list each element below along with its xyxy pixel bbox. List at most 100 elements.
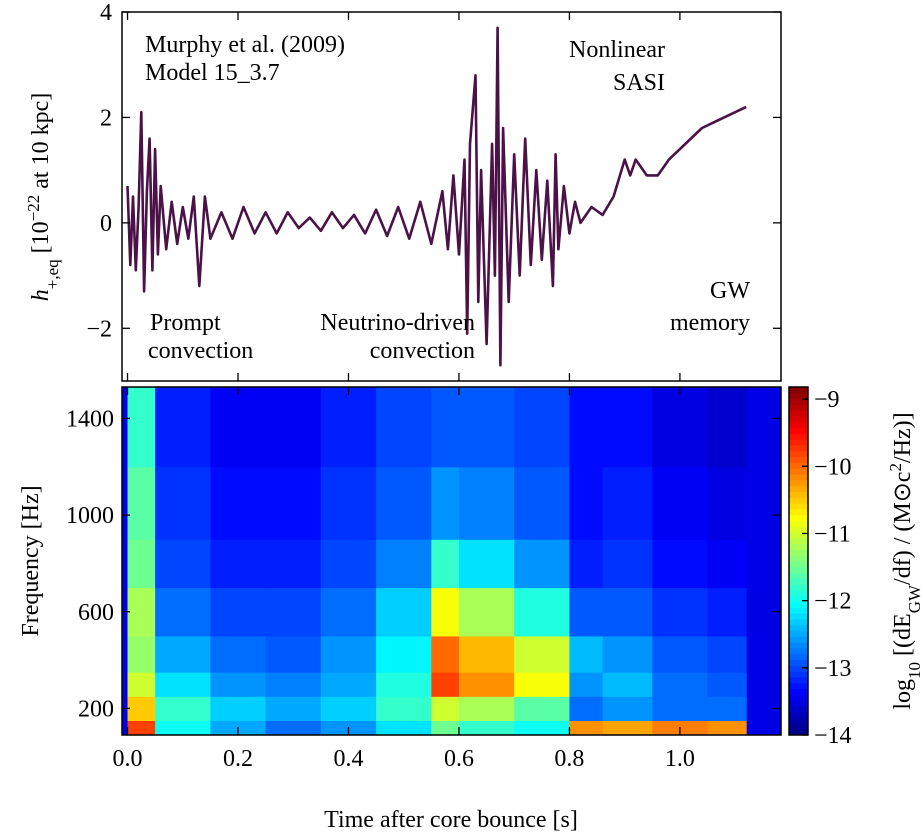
heatmap-cell bbox=[652, 539, 709, 589]
annotation: Neutrino-driven bbox=[320, 310, 475, 336]
heatmap-cell bbox=[127, 696, 156, 721]
colorbar-step bbox=[789, 572, 808, 579]
heatmap-cell bbox=[320, 587, 377, 637]
heatmap-cell bbox=[127, 539, 156, 589]
colorbar-step bbox=[789, 508, 808, 516]
colorbar-step bbox=[789, 555, 808, 562]
colorbar-step bbox=[789, 659, 808, 666]
y-tick-label: 1000 bbox=[66, 503, 114, 529]
heatmap-cell bbox=[210, 635, 267, 673]
heatmap-cell bbox=[602, 466, 653, 540]
heatmap-cell bbox=[127, 720, 156, 736]
heatmap-cell bbox=[707, 635, 747, 673]
colorbar-step bbox=[789, 392, 808, 400]
label-part: −22 bbox=[24, 195, 43, 222]
y-tick-label: 600 bbox=[78, 600, 114, 626]
heatmap-cell bbox=[431, 696, 460, 721]
heatmap-cell bbox=[707, 466, 747, 540]
colorbar-frame bbox=[788, 386, 809, 736]
heatmap-cell bbox=[376, 672, 432, 697]
colorbar-step bbox=[789, 543, 808, 550]
heatmap-cell bbox=[458, 696, 515, 721]
colorbar-tick-label: −12 bbox=[814, 589, 852, 615]
heatmap-cell bbox=[320, 387, 377, 468]
colorbar-step bbox=[789, 653, 808, 661]
x-tick-label: 0.4 bbox=[333, 746, 363, 772]
heatmap-cell bbox=[458, 672, 515, 697]
heatmap-cell bbox=[320, 466, 377, 540]
heatmap-cell bbox=[127, 635, 156, 673]
colorbar-step bbox=[789, 456, 808, 463]
y-tick-label: 0 bbox=[100, 211, 112, 237]
heatmap-cell bbox=[514, 387, 570, 468]
colorbar-step bbox=[789, 433, 808, 440]
heatmap-cell bbox=[514, 587, 570, 637]
heatmap-cell bbox=[320, 672, 377, 697]
heatmap-cell bbox=[127, 672, 156, 697]
heatmap-cell bbox=[458, 720, 515, 736]
heatmap-cell bbox=[652, 672, 709, 697]
heatmap-cell bbox=[265, 696, 322, 721]
colorbar-step bbox=[789, 671, 808, 678]
colorbar-step bbox=[789, 590, 808, 597]
heatmap-cell bbox=[569, 696, 604, 721]
heatmap-cell bbox=[210, 539, 267, 589]
colorbar-step bbox=[789, 636, 808, 643]
label-part: at 10 kpc] bbox=[28, 93, 54, 195]
heatmap-cell bbox=[155, 387, 211, 468]
heatmap-cell bbox=[376, 539, 432, 589]
annotation: convection bbox=[148, 338, 253, 364]
heatmap-cell bbox=[602, 672, 653, 697]
label-part: 2 bbox=[886, 463, 905, 472]
colorbar-step bbox=[789, 416, 808, 423]
y-tick-label: 200 bbox=[78, 696, 114, 722]
heatmap-cell bbox=[155, 539, 211, 589]
colorbar-step bbox=[789, 439, 808, 446]
heatmap-cell bbox=[376, 696, 432, 721]
label-part: log bbox=[890, 679, 916, 710]
frame bbox=[121, 11, 782, 382]
colorbar-tick-label: −11 bbox=[814, 521, 851, 547]
colorbar-step bbox=[789, 624, 808, 632]
colorbar-step bbox=[789, 665, 808, 672]
colorbar-step bbox=[789, 479, 808, 487]
colorbar-step bbox=[789, 613, 808, 620]
heatmap-cell bbox=[210, 387, 267, 468]
colorbar-step bbox=[789, 607, 808, 614]
colorbar-tick-label: −9 bbox=[814, 387, 840, 413]
heatmap-cell bbox=[320, 539, 377, 589]
colorbar-step bbox=[789, 404, 808, 411]
heatmap-cell bbox=[602, 696, 653, 721]
colorbar-step bbox=[789, 410, 808, 417]
heatmap-cell bbox=[210, 587, 267, 637]
y-axis-label: Frequency [Hz] bbox=[18, 485, 44, 636]
colorbar-step bbox=[789, 450, 808, 458]
heatmap-cell bbox=[320, 635, 377, 673]
heatmap-cell bbox=[602, 720, 653, 736]
annotation: Murphy et al. (2009) bbox=[145, 32, 345, 58]
colorbar-step bbox=[789, 677, 808, 684]
label-part: GW bbox=[905, 584, 922, 613]
colorbar-step bbox=[789, 526, 808, 533]
x-tick-label: 1.0 bbox=[665, 746, 695, 772]
colorbar-step bbox=[789, 630, 808, 637]
heatmap-cell bbox=[602, 587, 653, 637]
annotation: SASI bbox=[613, 70, 665, 96]
heatmap-cell bbox=[707, 387, 747, 468]
heatmap-cell bbox=[602, 539, 653, 589]
colorbar-step bbox=[789, 514, 808, 521]
heatmap-cell bbox=[652, 696, 709, 721]
heatmap-cell bbox=[458, 466, 515, 540]
colorbar-label: log10 [(dEGW/df) / (M⊙c2/Hz)] bbox=[886, 412, 922, 709]
heatmap-cell bbox=[265, 720, 322, 736]
colorbar-step bbox=[789, 491, 808, 498]
heatmap-cell bbox=[210, 696, 267, 721]
annotation: memory bbox=[670, 310, 750, 336]
colorbar-step bbox=[789, 601, 808, 608]
colorbar-step bbox=[789, 729, 808, 736]
heatmap-cell bbox=[569, 387, 604, 468]
colorbar-step bbox=[789, 682, 808, 690]
colorbar-step bbox=[789, 717, 808, 724]
colorbar-step bbox=[789, 561, 808, 568]
